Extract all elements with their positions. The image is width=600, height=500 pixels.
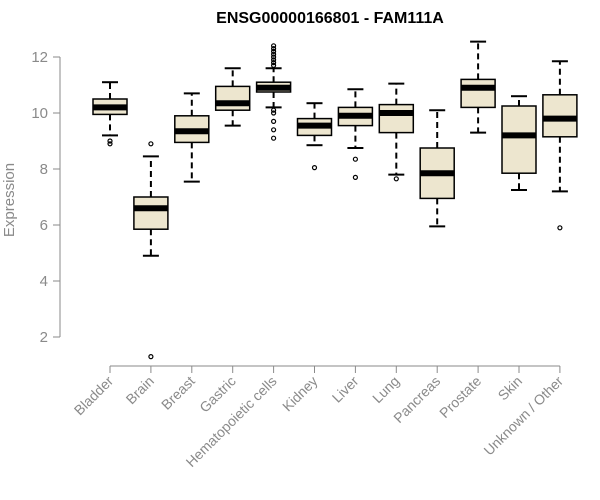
outlier-point <box>271 110 277 116</box>
iqr-box <box>378 103 415 134</box>
y-tick-label: 2 <box>40 329 48 346</box>
outlier-point <box>271 51 277 57</box>
outlier-point <box>271 62 277 69</box>
box-group <box>133 141 169 360</box>
outlier-point <box>148 141 154 147</box>
outlier-point <box>271 43 277 49</box>
outlier-point <box>271 135 277 141</box>
x-tick-label: Liver <box>329 373 362 406</box>
box-group <box>337 88 374 180</box>
box-group <box>214 67 251 127</box>
boxes-layer <box>92 40 578 360</box>
box-group <box>542 60 578 231</box>
iqr-box <box>501 105 537 174</box>
outlier-point <box>352 156 358 162</box>
box-group <box>174 92 210 183</box>
box-group <box>296 102 333 171</box>
outlier-point <box>557 225 563 231</box>
outlier-point <box>271 127 277 133</box>
y-axis-label: Expression <box>1 163 18 237</box>
x-tick-label: Breast <box>158 373 198 413</box>
outlier-point <box>271 59 277 66</box>
x-tick-label: Brain <box>123 373 157 407</box>
x-tick-label: Prostate <box>436 373 484 421</box>
box-group <box>92 81 128 147</box>
outlier-point <box>107 141 113 147</box>
outlier-point <box>352 174 358 180</box>
y-tick-label: 4 <box>40 273 48 290</box>
outlier-point <box>107 138 113 144</box>
y-tick-label: 8 <box>40 161 48 178</box>
y-axis: 2 4 6 8 10 12 <box>31 49 61 346</box>
y-tick-label: 6 <box>40 217 48 234</box>
outlier-point <box>271 54 277 60</box>
outlier-point <box>311 165 318 171</box>
chart-title: ENSG00000166801 - FAM111A <box>216 10 444 27</box>
y-tick-label: 12 <box>31 49 48 66</box>
iqr-box <box>133 196 169 230</box>
box-group <box>501 95 537 191</box>
outlier-point <box>271 45 277 52</box>
outlier-point <box>271 107 277 113</box>
box-group <box>419 109 455 228</box>
outlier-point <box>271 118 277 125</box>
outlier-point <box>271 57 277 63</box>
iqr-box <box>214 85 251 111</box>
x-tick-label: Bladder <box>71 373 117 419</box>
box-group <box>378 82 415 182</box>
iqr-box <box>460 78 496 109</box>
outlier-point <box>148 354 154 360</box>
box-group <box>460 40 496 134</box>
outlier-point <box>271 48 277 55</box>
x-tick-label: Skin <box>495 373 526 404</box>
y-tick-label: 10 <box>31 105 48 122</box>
outlier-point <box>393 176 399 182</box>
x-tick-label: Kidney <box>279 373 321 415</box>
x-tick-label: Lung <box>369 373 402 406</box>
box-group <box>255 43 292 141</box>
